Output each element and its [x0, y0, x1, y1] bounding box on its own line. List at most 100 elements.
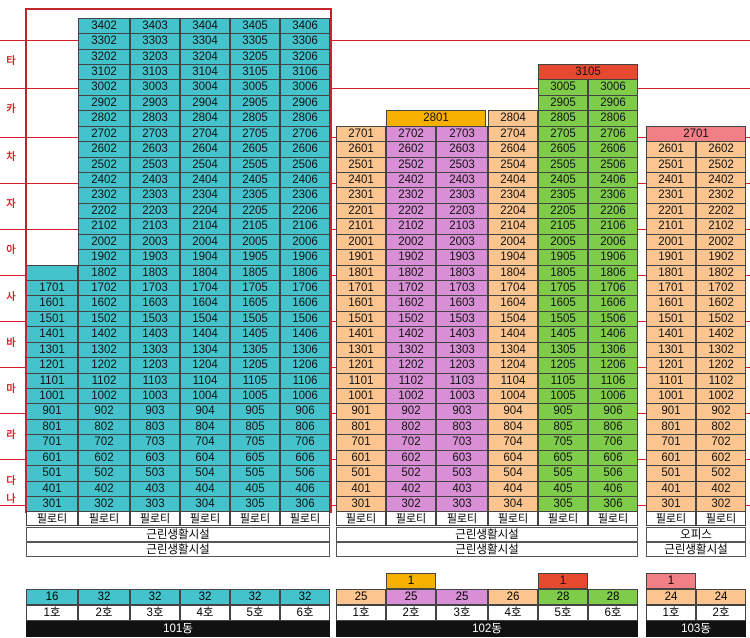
unit-cell: 901 [646, 403, 696, 420]
unit-cell: 2402 [386, 171, 436, 189]
unit-cell: 1801 [336, 264, 386, 281]
unit-cell: 2002 [386, 233, 436, 251]
unit-cell: 1006 [280, 387, 330, 405]
unit-cell: 1701 [336, 279, 386, 297]
unit-cell: 805 [230, 418, 280, 436]
unit-cell: 2304 [180, 187, 230, 204]
unit-cell: 2905 [538, 94, 588, 112]
unit-cell: 2506 [588, 156, 638, 173]
guide-line [0, 40, 750, 41]
unit-cell: 2302 [386, 187, 436, 204]
unit-cell: 3102 [78, 63, 130, 81]
unit-cell: 3403 [130, 17, 180, 35]
unit-cell: 1705 [230, 279, 280, 297]
unit-cell: 1505 [230, 310, 280, 328]
unit-cell: 2904 [180, 94, 230, 112]
unit-cell: 2003 [436, 233, 488, 251]
unit-cell: 3406 [280, 17, 330, 35]
unit-cell: 2405 [230, 171, 280, 189]
unit-cell: 3306 [280, 33, 330, 50]
unit-cell: 304 [180, 496, 230, 513]
pilotis-cell: 필로티 [230, 511, 280, 526]
unit-cell: 303 [130, 496, 180, 513]
side-label: 아 [6, 245, 16, 256]
unit-cell: 2605 [538, 141, 588, 158]
unit-cell: 806 [280, 418, 330, 436]
unit-cell: 2406 [588, 171, 638, 189]
facility-band: 근린생활시설 [646, 542, 746, 557]
unit-cell: 605 [230, 449, 280, 467]
unit-cell: 302 [78, 496, 130, 513]
side-label: 마 [6, 384, 16, 395]
unit-cell: 1402 [78, 326, 130, 343]
unit-cell: 1306 [588, 341, 638, 359]
unit-cell: 1301 [336, 341, 386, 359]
unit-cell: 402 [386, 480, 436, 497]
unit-cell: 801 [646, 418, 696, 436]
unit-cell: 1105 [230, 372, 280, 389]
office-band: 오피스 [646, 527, 746, 542]
unit-cell: 401 [26, 480, 78, 497]
unit-cell: 2201 [336, 202, 386, 220]
unit-cell: 1402 [696, 326, 746, 343]
unit-cell: 1004 [180, 387, 230, 405]
unit-cell: 1205 [538, 357, 588, 374]
unit-cell: 1905 [230, 249, 280, 266]
unit-cell: 702 [696, 434, 746, 451]
unit-cell: 1504 [180, 310, 230, 328]
unit-cell: 2006 [280, 233, 330, 251]
unit-cell: 1806 [588, 264, 638, 281]
unit-cell: 1606 [588, 295, 638, 312]
unit-cell: 702 [386, 434, 436, 451]
unit-cell: 2401 [646, 171, 696, 189]
unit-total: 24 [696, 589, 746, 605]
unit-cell: 1602 [78, 295, 130, 312]
unit-cell: 3004 [180, 79, 230, 96]
unit-total: 25 [386, 589, 436, 605]
special-unit-cell: 3105 [538, 63, 638, 81]
unit-ho: 5호 [538, 605, 588, 621]
facility-band: 근린생활시설 [26, 527, 330, 542]
unit-cell: 301 [26, 496, 78, 513]
unit-cell: 2106 [588, 218, 638, 235]
unit-total: 26 [488, 589, 538, 605]
unit-cell: 2206 [588, 202, 638, 220]
unit-cell: 1105 [538, 372, 588, 389]
unit-cell: 2906 [280, 94, 330, 112]
unit-cell: 1001 [26, 387, 78, 405]
unit-cell: 604 [488, 449, 538, 467]
unit-cell: 902 [386, 403, 436, 420]
unit-cell: 2205 [538, 202, 588, 220]
unit-cell: 3103 [130, 63, 180, 81]
unit-ho: 2호 [386, 605, 436, 621]
unit-cell: 2103 [436, 218, 488, 235]
unit-cell: 1904 [180, 249, 230, 266]
unit-cell: 1503 [436, 310, 488, 328]
unit-cell: 2401 [336, 171, 386, 189]
unit-cell: 1902 [78, 249, 130, 266]
pilotis-cell: 필로티 [78, 511, 130, 526]
unit-cell: 901 [336, 403, 386, 420]
unit-cell: 804 [180, 418, 230, 436]
unit-cell: 1903 [130, 249, 180, 266]
unit-cell: 2602 [386, 141, 436, 158]
unit-cell: 1605 [230, 295, 280, 312]
unit-cell: 2603 [436, 141, 488, 158]
unit-cell: 703 [436, 434, 488, 451]
unit-cell: 2404 [488, 171, 538, 189]
unit-cell: 502 [386, 465, 436, 482]
unit-total: 32 [280, 589, 330, 605]
unit-cell: 1902 [696, 249, 746, 266]
unit-cell: 1702 [78, 279, 130, 297]
unit-cell: 1602 [386, 295, 436, 312]
unit-cell: 1301 [26, 341, 78, 359]
unit-cell: 1204 [488, 357, 538, 374]
unit-cell: 1601 [336, 295, 386, 312]
unit-cell: 2406 [280, 171, 330, 189]
side-label: 차 [6, 152, 16, 163]
unit-ho: 6호 [280, 605, 330, 621]
unit-cell: 305 [230, 496, 280, 513]
unit-cell: 506 [588, 465, 638, 482]
unit-cell: 3305 [230, 33, 280, 50]
pilotis-cell: 필로티 [280, 511, 330, 526]
